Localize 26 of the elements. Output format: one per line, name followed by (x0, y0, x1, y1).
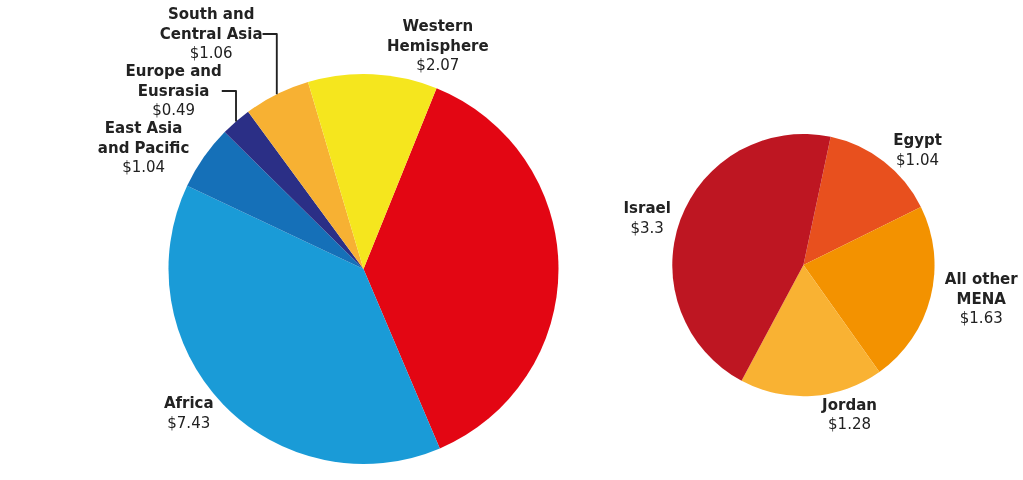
data-label: $1.63 (959, 309, 1003, 328)
slice-label: Africa (163, 394, 214, 413)
slice-label: East Asia and Pacific (97, 119, 190, 157)
slice-label: Jordan (821, 395, 877, 414)
slice-label: Israel (623, 199, 671, 218)
pie-slice (308, 74, 437, 269)
pie-slice (803, 206, 935, 372)
pie-slice (741, 265, 880, 397)
slice-label: South and Central Asia (159, 5, 263, 43)
pie-slice (363, 88, 559, 449)
data-label: $7.43 (167, 413, 211, 432)
pie-slice (224, 111, 364, 269)
data-label: $1.06 (189, 44, 233, 63)
data-label: $3.3 (630, 218, 664, 237)
data-label: $1.28 (828, 415, 871, 434)
slice-label: All other MENA (944, 270, 1019, 308)
data-label: $1.04 (896, 150, 940, 169)
pie-slice (248, 82, 364, 269)
slice-label: Egypt (893, 131, 942, 150)
data-label: $0.49 (152, 101, 196, 120)
slice-label: Western Hemisphere (387, 17, 489, 55)
slice-label: Europe and Eusrasia (125, 62, 222, 100)
data-label: $1.04 (122, 158, 166, 177)
data-label: $2.07 (416, 56, 460, 75)
pie-slice (187, 132, 364, 269)
pie-slice (672, 134, 831, 381)
